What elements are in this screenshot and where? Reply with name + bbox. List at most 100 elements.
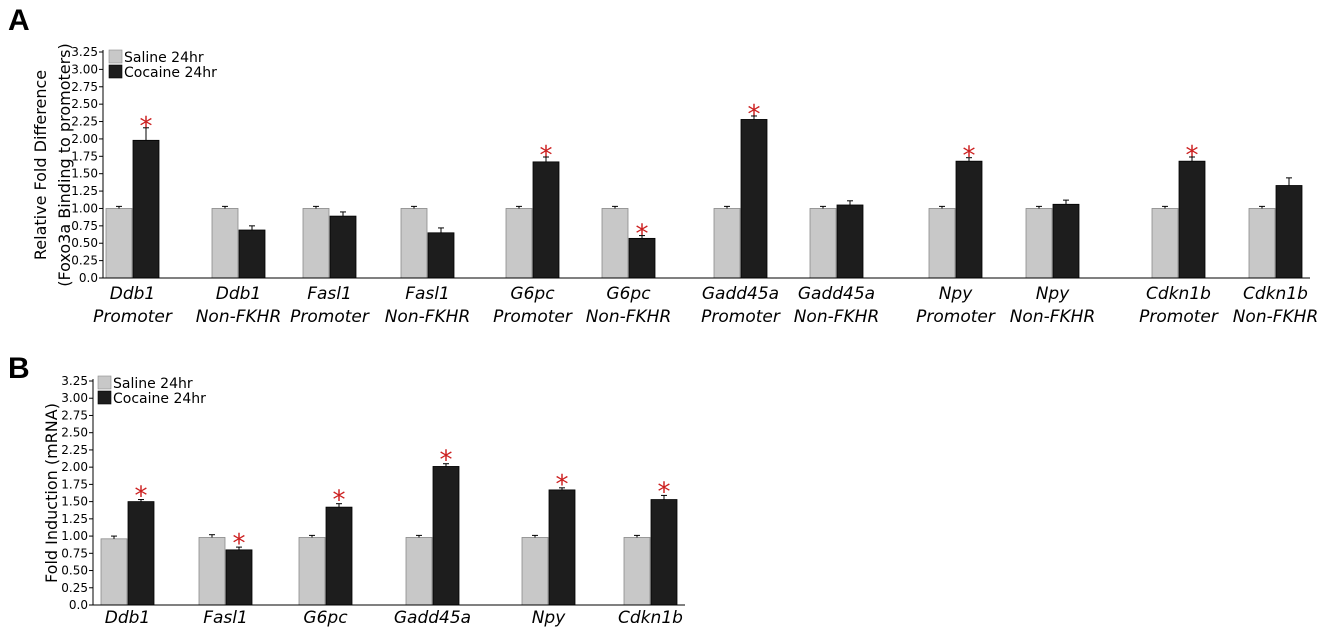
bar-cocaine [532,161,560,279]
significance-star: * [556,470,569,500]
legend-label: Saline 24hr [124,50,204,66]
y-tick-label: 1.50 [71,167,98,181]
bar-cocaine [1178,160,1206,279]
category-label: G6pc [303,608,348,628]
category-label: Npy [532,608,567,628]
y-tick-label: 1.25 [61,512,88,526]
significance-star: * [748,100,761,130]
bar-cocaine [325,506,353,606]
bar-saline [809,208,837,279]
category-label: Non-FKHR [1010,307,1096,327]
category-label: Promoter [701,307,781,327]
significance-star: * [233,529,246,559]
significance-star: * [440,446,453,476]
y-tick-label: 0.75 [71,219,98,233]
bar-cocaine [238,229,266,279]
y-tick-label: 2.50 [61,426,88,440]
bar-cocaine [836,204,864,279]
bar-cocaine [548,489,576,606]
bar-saline [405,537,433,606]
y-axis-label: (Foxo3a Binding to promoters) [55,43,74,287]
bar-saline [211,208,239,279]
significance-star: * [636,220,649,250]
bar-cocaine [329,215,357,279]
significance-star: * [1186,141,1199,171]
category-label: Gadd45a [702,284,779,304]
category-label: Promoter [1139,307,1219,327]
bar-cocaine [427,232,455,279]
category-label: G6pc [606,284,651,304]
y-axis-label: Fold Induction (mRNA) [42,403,61,583]
bar-saline [505,208,533,279]
y-tick-label: 1.00 [71,201,98,215]
y-tick-label: 3.00 [61,391,88,405]
category-label: Npy [1036,284,1071,304]
y-tick-label: 2.75 [61,408,88,422]
significance-star: * [540,141,553,171]
y-tick-label: 1.75 [61,477,88,491]
category-label: Fasl1 [307,284,352,304]
category-label: Non-FKHR [385,307,471,327]
category-label: Promoter [493,307,573,327]
y-axis-label: Relative Fold Difference [31,70,50,260]
significance-star: * [135,482,148,512]
bar-saline [521,537,549,606]
significance-star: * [333,486,346,516]
y-tick-label: 0.75 [61,546,88,560]
legend-label: Cocaine 24hr [113,391,206,407]
category-label: Non-FKHR [586,307,672,327]
y-tick-label: 2.75 [71,80,98,94]
y-tick-label: 3.25 [61,374,88,388]
legend-swatch [97,375,112,390]
category-label: Ddb1 [105,608,151,628]
panel-letter-b: B [8,352,30,385]
significance-star: * [140,112,153,142]
bar-saline [302,208,330,279]
bar-cocaine [1052,203,1080,279]
bar-saline [298,537,326,606]
category-label: Promoter [290,307,370,327]
category-label: Cdkn1b [1243,284,1308,304]
y-tick-label: 1.00 [61,529,88,543]
y-tick-label: 2.25 [71,115,98,129]
y-tick-label: 2.00 [61,460,88,474]
bar-cocaine [127,501,155,606]
bar-saline [928,208,956,279]
category-label: Cdkn1b [618,608,683,628]
bar-saline [198,537,226,606]
legend-label: Saline 24hr [113,376,193,392]
y-tick-label: 0.50 [71,236,98,250]
legend-label: Cocaine 24hr [124,65,217,81]
category-label: Gadd45a [394,608,471,628]
chart-panel-a: 0.0 0.25 0.50 0.75 1.00 1.25 1.50 1.75 2.00 2.25 2… [31,43,1318,327]
y-tick-label: 1.50 [61,495,88,509]
bar-cocaine [432,466,460,606]
category-label: Fasl1 [405,284,450,304]
category-label: Cdkn1b [1146,284,1211,304]
bar-saline [601,208,629,279]
legend-swatch [108,49,123,64]
y-tick-label: 2.00 [71,132,98,146]
bar-cocaine [955,160,983,279]
legend-swatch [108,64,123,79]
y-tick-label: 2.25 [61,443,88,457]
y-tick-label: 0.25 [61,581,88,595]
category-label: Ddb1 [110,284,156,304]
bar-cocaine [650,499,678,606]
y-tick-label: 0.0 [69,598,88,612]
chart-panel-b: 0.0 0.25 0.50 0.75 1.00 1.25 1.50 1.75 2.00 2.25 2… [42,374,685,628]
category-label: Fasl1 [203,608,248,628]
category-label: Non-FKHR [196,307,282,327]
category-label: Non-FKHR [794,307,880,327]
y-tick-label: 3.00 [71,62,98,76]
bar-saline [100,538,128,606]
bar-saline [400,208,428,279]
bar-cocaine [1275,185,1303,279]
category-label: Promoter [93,307,173,327]
bar-saline [1025,208,1053,279]
category-label: Non-FKHR [1233,307,1319,327]
bar-cocaine [740,119,768,279]
y-tick-label: 1.75 [71,149,98,163]
significance-star: * [658,477,671,507]
